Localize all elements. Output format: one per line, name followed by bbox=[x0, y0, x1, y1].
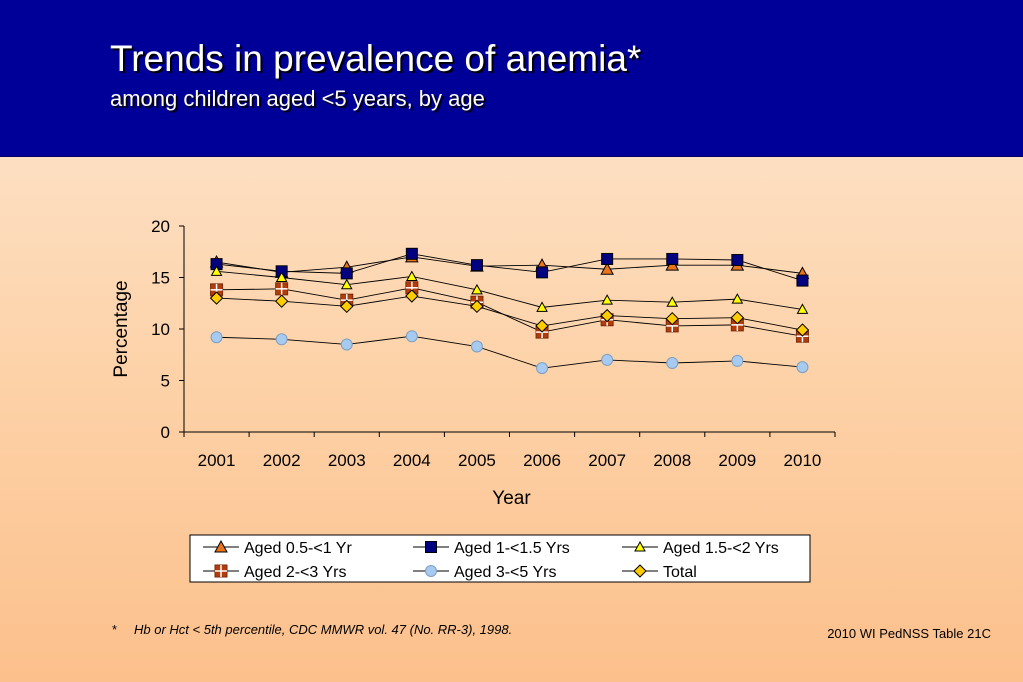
data-point bbox=[536, 266, 549, 279]
x-tick-label: 2001 bbox=[198, 451, 236, 470]
legend-label: Aged 3-<5 Yrs bbox=[454, 564, 556, 581]
source-note: 2010 WI PedNSS Table 21C bbox=[827, 626, 991, 641]
x-tick-label: 2010 bbox=[784, 451, 822, 470]
data-point bbox=[731, 253, 744, 266]
data-point bbox=[405, 247, 418, 260]
data-point bbox=[666, 356, 679, 369]
data-point bbox=[731, 293, 744, 304]
series-line bbox=[216, 253, 803, 282]
legend-item: Aged 0.5-<1 Yr bbox=[203, 539, 352, 557]
y-tick-label: 10 bbox=[151, 320, 170, 339]
series-line bbox=[216, 256, 803, 274]
series-2 bbox=[210, 247, 809, 287]
data-point bbox=[470, 340, 483, 353]
data-point bbox=[470, 259, 483, 272]
data-point bbox=[209, 291, 224, 305]
data-point bbox=[210, 265, 223, 276]
data-point bbox=[600, 262, 614, 275]
data-point bbox=[795, 323, 810, 337]
data-point bbox=[210, 283, 224, 297]
data-point bbox=[470, 299, 484, 314]
series-3 bbox=[210, 265, 809, 314]
data-point bbox=[275, 282, 289, 296]
legend-marker bbox=[214, 539, 228, 553]
y-tick-label: 5 bbox=[161, 372, 170, 391]
data-point bbox=[275, 333, 288, 346]
x-tick-label: 2004 bbox=[393, 451, 431, 470]
data-point bbox=[405, 330, 418, 343]
footnote: * Hb or Hct < 5th percentile, CDC MMWR vo… bbox=[112, 622, 512, 637]
data-point bbox=[340, 338, 353, 351]
data-point bbox=[210, 331, 223, 344]
series-line bbox=[216, 295, 803, 331]
data-point bbox=[796, 274, 809, 287]
series-4 bbox=[210, 281, 809, 343]
legend-label: Aged 1.5-<2 Yrs bbox=[663, 540, 779, 557]
data-point bbox=[340, 299, 354, 314]
legend-marker bbox=[634, 540, 646, 552]
data-point bbox=[600, 308, 614, 323]
y-axis-title: Percentage bbox=[111, 280, 132, 377]
legend-label: Aged 1-<1.5 Yrs bbox=[454, 540, 570, 557]
data-point bbox=[471, 283, 483, 295]
y-tick-label: 15 bbox=[151, 269, 170, 288]
data-point bbox=[601, 353, 614, 366]
x-axis-title: Year bbox=[492, 488, 531, 509]
legend-item: Total bbox=[622, 564, 697, 581]
data-point bbox=[536, 362, 549, 375]
legend-marker bbox=[633, 564, 647, 578]
x-tick-label: 2006 bbox=[523, 451, 561, 470]
data-point bbox=[275, 271, 288, 282]
data-point bbox=[340, 278, 353, 290]
data-point bbox=[730, 310, 745, 325]
data-point bbox=[796, 303, 809, 314]
x-tick-label: 2009 bbox=[718, 451, 756, 470]
legend-marker bbox=[425, 541, 437, 553]
legend-label: Aged 0.5-<1 Yr bbox=[244, 540, 352, 557]
legend-item: Aged 1-<1.5 Yrs bbox=[413, 540, 570, 557]
series-1 bbox=[209, 249, 810, 279]
data-point bbox=[536, 301, 548, 312]
page-subtitle: among children aged <5 years, by age bbox=[110, 86, 485, 111]
page-title: Trends in prevalence of anemia* bbox=[110, 38, 642, 79]
data-point bbox=[666, 296, 679, 307]
data-point bbox=[666, 252, 679, 265]
y-tick-label: 20 bbox=[151, 217, 170, 236]
title-banner: Trends in prevalence of anemia* among ch… bbox=[0, 0, 1023, 157]
legend-label: Total bbox=[663, 564, 697, 581]
data-point bbox=[406, 270, 418, 281]
legend-marker bbox=[214, 564, 228, 578]
legend-item: Aged 3-<5 Yrs bbox=[413, 564, 556, 581]
footnote-marker: * bbox=[112, 622, 118, 637]
legend-item: Aged 2-<3 Yrs bbox=[203, 564, 346, 581]
x-tick-label: 2007 bbox=[588, 451, 626, 470]
data-point bbox=[405, 289, 419, 303]
series-line bbox=[216, 335, 803, 369]
data-point bbox=[535, 319, 549, 333]
x-tick-label: 2008 bbox=[653, 451, 691, 470]
series-line bbox=[216, 270, 803, 310]
legend-item: Aged 1.5-<2 Yrs bbox=[622, 540, 779, 557]
y-tick-label: 0 bbox=[161, 423, 170, 442]
legend-marker bbox=[425, 565, 437, 577]
x-tick-label: 2002 bbox=[263, 451, 301, 470]
data-point bbox=[731, 354, 744, 367]
footnote-text: Hb or Hct < 5th percentile, CDC MMWR vol… bbox=[134, 622, 513, 637]
legend-box bbox=[189, 534, 811, 583]
series-6 bbox=[209, 289, 810, 337]
data-point bbox=[274, 294, 289, 308]
data-point bbox=[796, 361, 809, 374]
chart-legend: Aged 0.5-<1 Yr Aged 1-<1.5 Yrs Aged 1.5-<2… bbox=[189, 534, 811, 583]
data-point bbox=[601, 252, 614, 265]
series-line bbox=[216, 287, 803, 337]
series-5 bbox=[210, 330, 809, 375]
data-point bbox=[665, 311, 679, 326]
x-tick-label: 2003 bbox=[328, 451, 366, 470]
legend-label: Aged 2-<3 Yrs bbox=[244, 564, 346, 581]
data-point bbox=[601, 294, 613, 305]
x-tick-label: 2005 bbox=[458, 451, 496, 470]
data-point bbox=[340, 267, 353, 280]
